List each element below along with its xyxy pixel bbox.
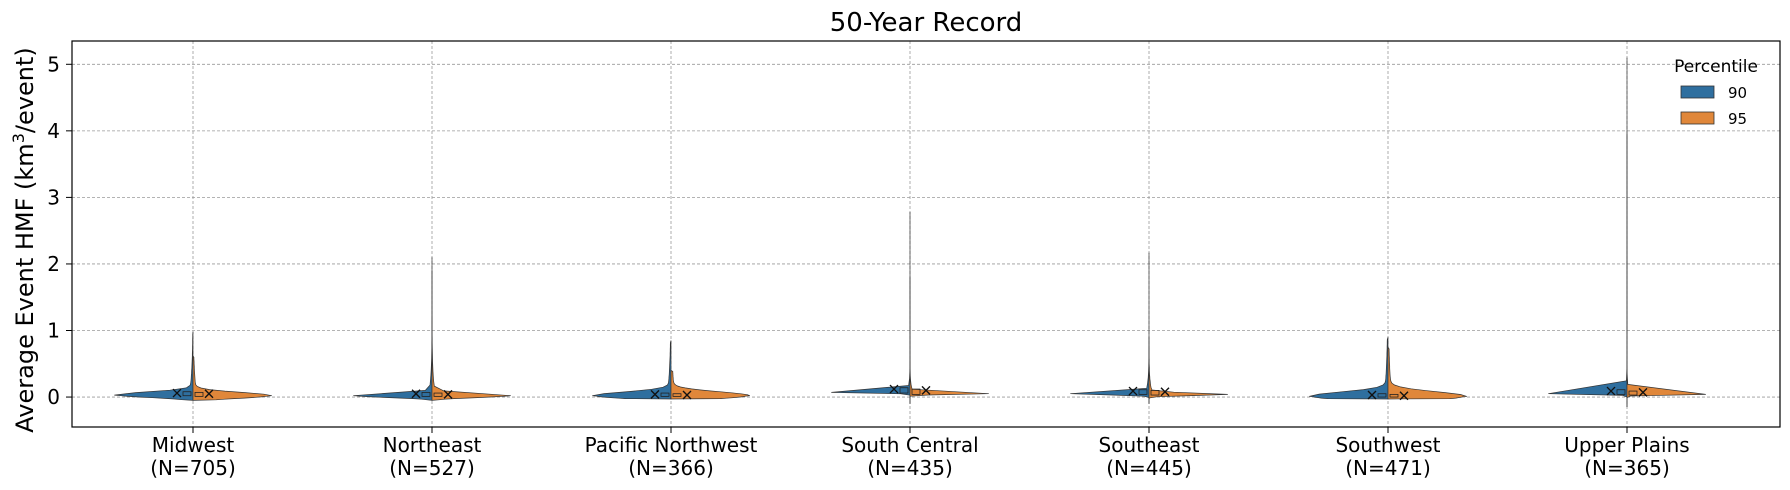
quartile-box-90 [1616,389,1626,395]
x-tick-label: Southeast [1099,433,1200,457]
x-tick-count: (N=471) [1345,456,1431,480]
quartile-box-90 [660,392,670,397]
violin-half-95 [909,277,989,404]
legend-swatch-90 [1680,85,1715,99]
quartile-box-95 [1628,390,1638,396]
mean-marker-95 [1399,391,1409,401]
mean-marker-95 [682,390,692,400]
violin-half-90 [592,340,672,400]
violin-half-95 [670,369,750,400]
y-tick-label: 3 [47,185,60,209]
x-tick-label: Southwest [1335,433,1440,457]
mean-marker-90 [1128,386,1138,396]
violin-half-95 [1387,345,1467,400]
mean-marker-95 [1638,387,1648,397]
x-tick-count: (N=365) [1584,456,1670,480]
y-tick-label: 2 [47,252,60,276]
legend: Percentile 90 95 [1674,57,1758,128]
x-tick-count: (N=705) [150,456,236,480]
x-tick-label: South Central [841,433,978,457]
violin-half-90 [1309,337,1389,400]
violin-group [114,331,272,401]
violin-group [592,340,750,400]
y-tick-label: 0 [47,385,60,409]
grid-lines [72,41,1780,427]
x-tick-label: Northeast [383,433,482,457]
mean-marker-90 [1367,390,1377,400]
x-tick-count: (N=445) [1106,456,1192,480]
violin-half-95 [1626,134,1706,407]
violin-half-90 [353,257,433,401]
legend-label-90: 90 [1728,84,1747,102]
mean-marker-90 [1606,386,1616,396]
quartile-box-95 [433,392,443,397]
quartile-box-90 [1377,393,1387,398]
mean-marker-95 [1160,387,1170,397]
mean-marker-95 [204,389,214,399]
mean-marker-95 [921,385,931,395]
x-tick-count: (N=366) [628,456,714,480]
violin-group [1070,252,1228,404]
mean-marker-90 [650,389,660,399]
quartile-box-95 [1389,393,1399,398]
y-tick-label: 4 [47,119,60,143]
legend-title: Percentile [1674,57,1758,77]
violins [114,57,1706,407]
mean-marker-95 [443,389,453,399]
violin-half-90 [831,212,911,404]
x-axis-ticks: Midwest(N=705) Northeast(N=527) Pacific No… [150,427,1690,480]
x-tick-count: (N=435) [867,456,953,480]
quartile-box-90 [899,387,909,394]
chart-title: 50-Year Record [830,8,1023,38]
quartile-box-90 [1138,389,1148,395]
violin-half-90 [114,331,194,401]
violin-half-95 [1148,337,1228,404]
violin-group [353,257,511,401]
violin-group [831,212,989,404]
violin-half-90 [1548,57,1628,407]
y-axis-ticks: 0 1 2 3 4 5 [47,52,72,409]
quartile-box-90 [182,391,192,397]
plot-frame [71,40,1781,428]
x-tick-count: (N=527) [389,456,475,480]
y-tick-label: 5 [47,52,60,76]
violin-half-95 [431,270,511,401]
quartile-box-95 [911,388,921,395]
y-tick-label: 1 [47,319,60,343]
x-tick-label: Upper Plains [1564,433,1689,457]
legend-label-95: 95 [1728,110,1747,128]
mean-marker-90 [172,388,182,398]
mean-marker-90 [889,384,899,394]
quartile-box-95 [1150,389,1160,396]
x-tick-label: Midwest [152,433,235,457]
violin-group [1309,337,1467,401]
y-axis-label: Average Event HMF (km3/event) [9,47,39,432]
legend-swatch-95 [1680,111,1715,125]
quartile-box-95 [194,391,204,397]
mean-marker-90 [411,389,421,399]
quartile-box-95 [672,393,682,397]
quartile-box-90 [421,391,431,397]
x-tick-label: Pacific Northwest [585,433,758,457]
violin-half-90 [1070,252,1150,404]
violin-half-95 [192,355,272,401]
violin-group [1548,57,1706,407]
